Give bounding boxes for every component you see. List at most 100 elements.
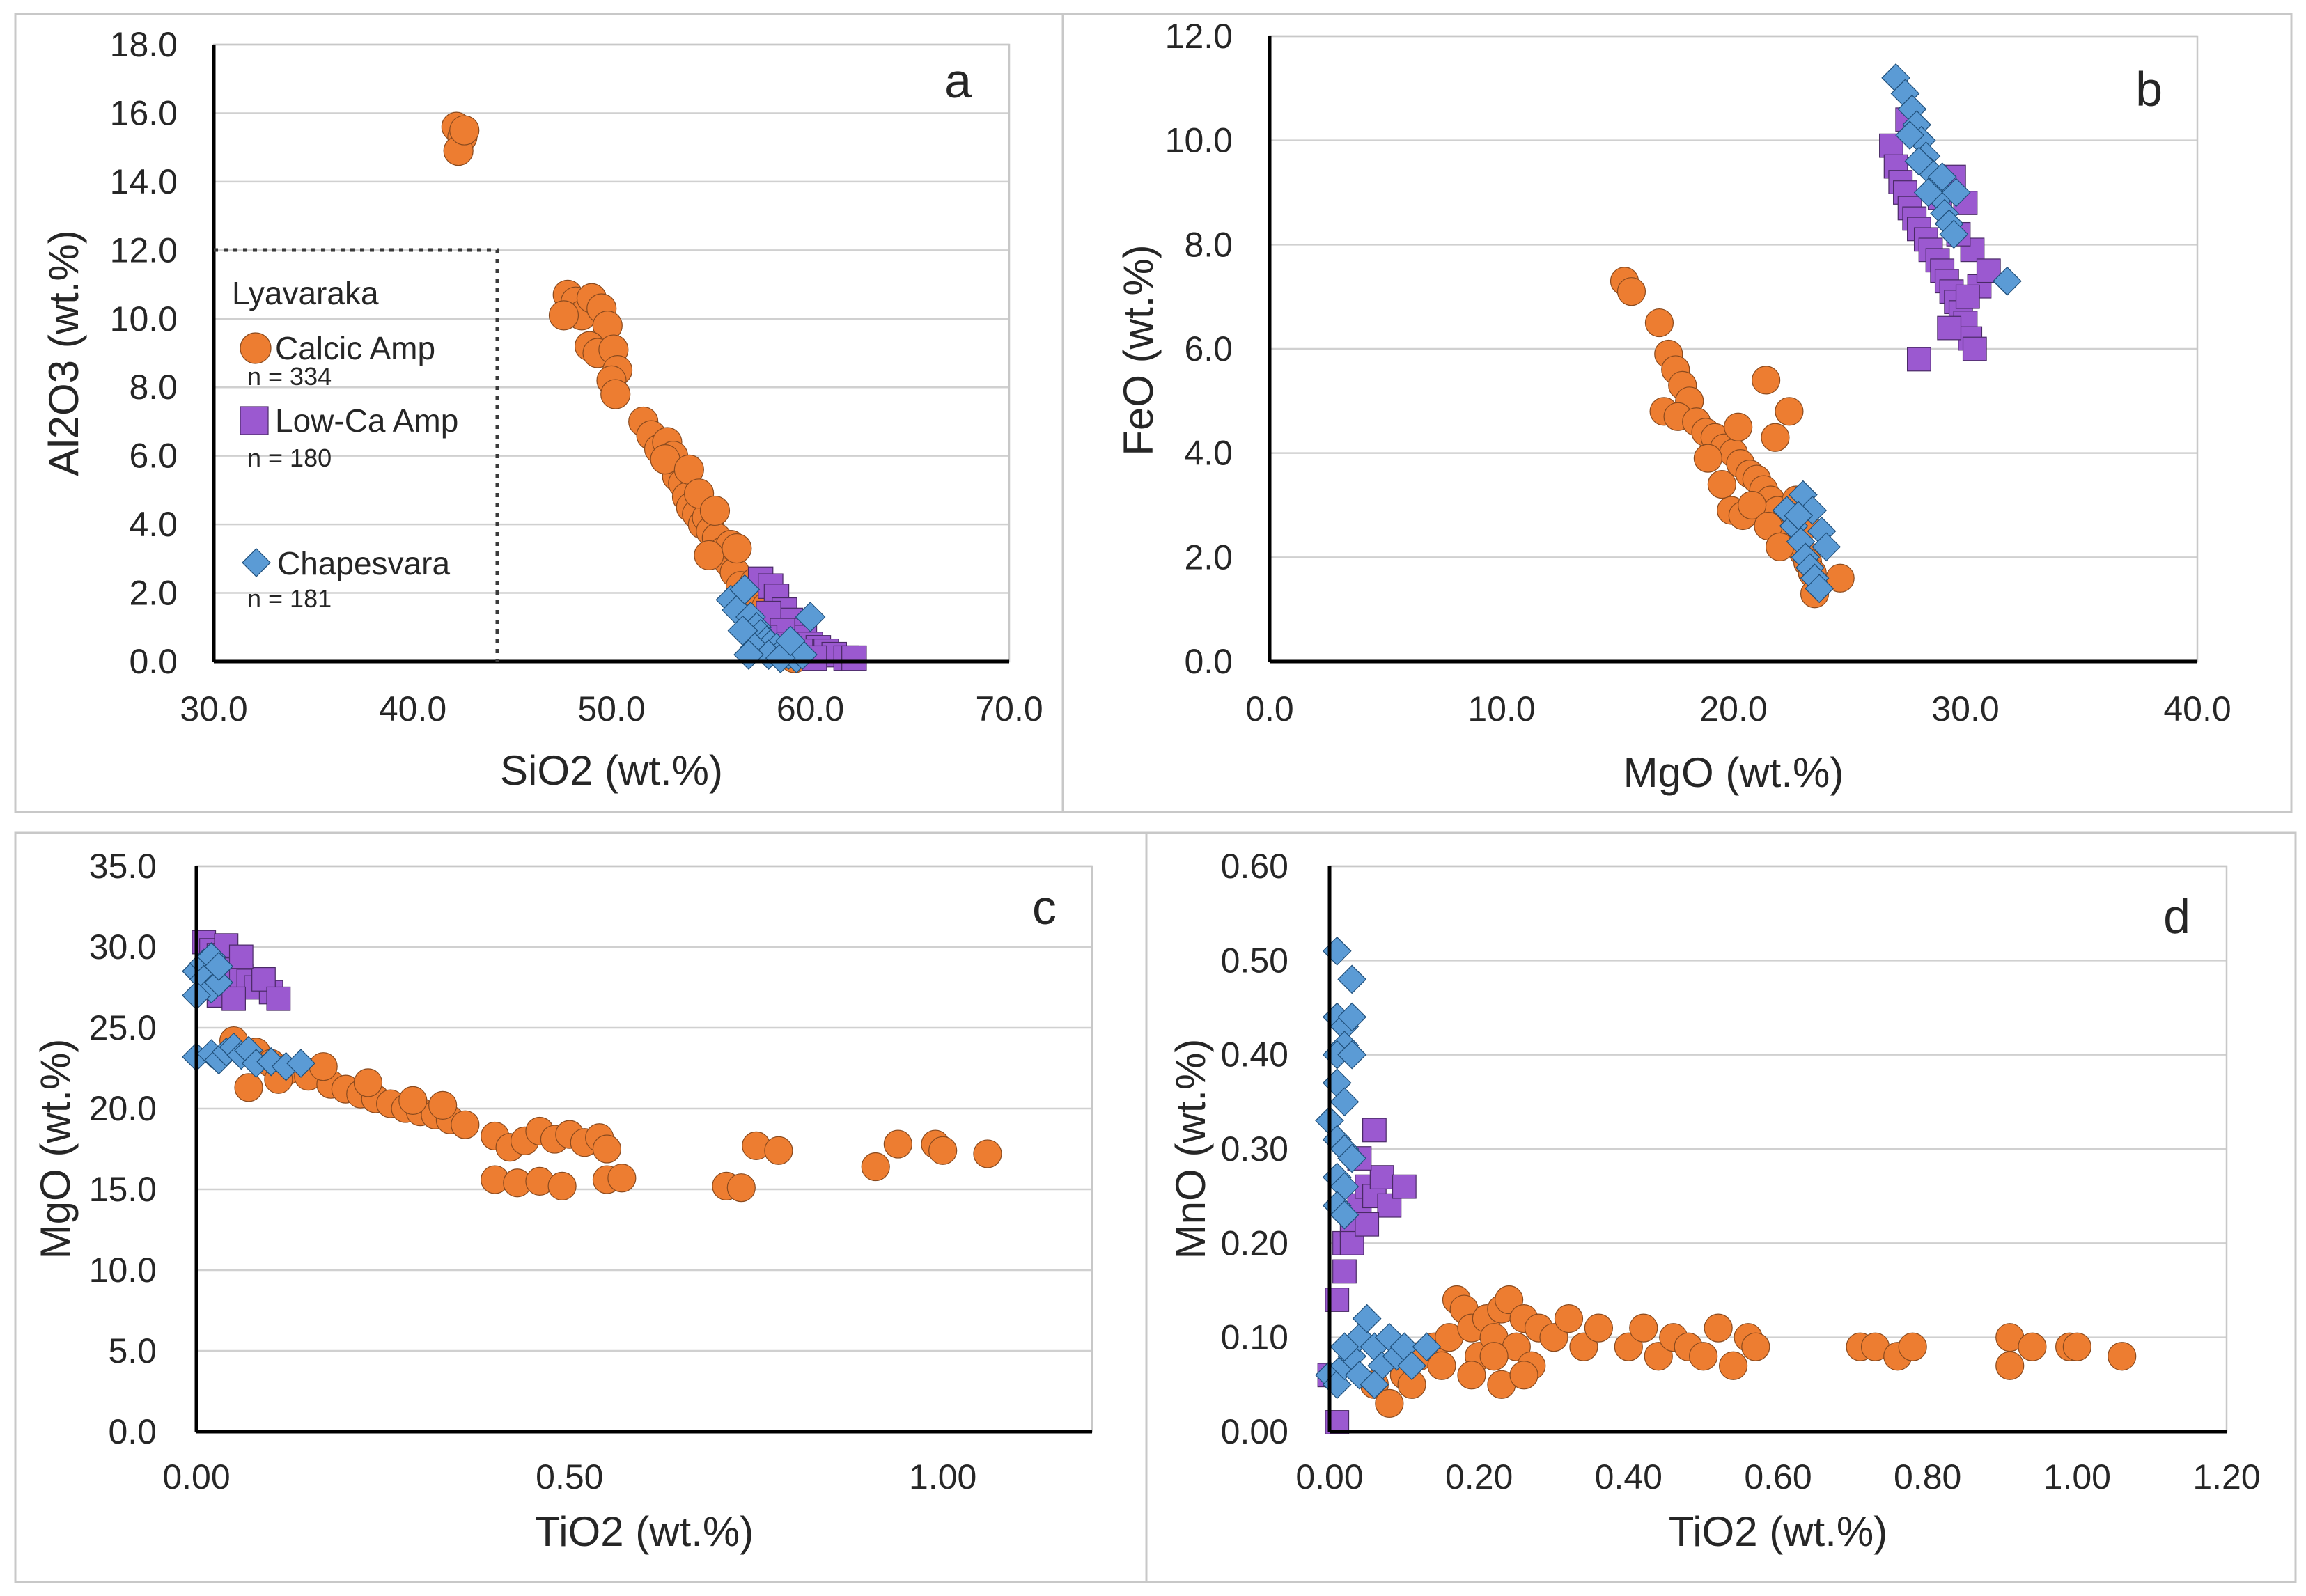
panel-b-calcic-amp-point	[1775, 397, 1804, 426]
panel-a-x-title: SiO2 (wt.%)	[500, 747, 723, 794]
panel-d-chapesvara-point	[1412, 1332, 1442, 1362]
panel-c-calcic-amp-point	[398, 1086, 428, 1116]
panel-d-chapesvara-point	[1397, 1351, 1426, 1381]
panel-b-calcic-amp-point	[1693, 444, 1722, 473]
panel-a-chapesvara-point	[795, 602, 826, 632]
panel-a-y-tick-label: 0.0	[129, 642, 178, 681]
panel-b-y-tick-label: 8.0	[1184, 225, 1233, 264]
legend-chapesvara-marker	[242, 548, 271, 577]
panel-d-calcic-amp-point	[1741, 1332, 1770, 1361]
panel-b-chapesvara-point	[1895, 120, 1924, 150]
panel-a-chapesvara-point	[729, 574, 761, 605]
panel-d-calcic-amp-point	[1584, 1313, 1613, 1343]
panel-a-data	[441, 111, 867, 673]
panel-d-x-tick-label: 0.80	[1894, 1457, 1961, 1496]
panel-c-chapesvara-point	[256, 1047, 286, 1077]
panel-d-y-tick-label: 0.40	[1221, 1035, 1288, 1074]
panel-c-letter: c	[1032, 880, 1057, 934]
panel-b-calcic-amp-point	[1616, 277, 1646, 306]
panel-c-x-tick-label: 0.00	[162, 1457, 230, 1496]
panel-b-chapesvara-point	[1904, 146, 1934, 176]
panel-c-calcic-amp-point	[309, 1052, 338, 1081]
panel-c-series-chapesvara	[182, 942, 315, 1081]
legend-calcic-marker	[240, 332, 272, 364]
panel-b-chapesvara-point	[1913, 178, 1943, 208]
panel-a-calcic-amp-point	[600, 379, 631, 409]
panel-d-low-ca-amp-point	[1362, 1118, 1387, 1143]
legend-lowca-n: n = 180	[247, 444, 332, 472]
panel-d-y-tick-label: 0.00	[1221, 1412, 1288, 1451]
panel-c-chapesvara-point	[286, 1049, 315, 1078]
panel-d-y-tick-label: 0.50	[1221, 941, 1288, 980]
panel-d-series-calcic-amp	[1360, 1285, 2137, 1418]
legend-calcic-n: n = 334	[247, 362, 332, 391]
panel-b: 0.0 2.0 4.0 6.0 8.0 10.0 12.0 0.0 10.0 20.0 30.0 40…	[1115, 17, 2231, 796]
panel-d-chapesvara-point	[1330, 1332, 1360, 1362]
panel-d-calcic-amp-point	[1719, 1351, 1748, 1380]
panel-a-x-tick-label: 30.0	[180, 689, 247, 728]
panel-d-low-ca-amp-point	[1369, 1165, 1394, 1190]
panel-d-x-title: TiO2 (wt.%)	[1669, 1508, 1887, 1555]
panel-a-calcic-amp-point	[699, 495, 731, 526]
panel-b-series-chapesvara	[1772, 63, 2022, 604]
panel-c-calcic-amp-point	[726, 1173, 756, 1203]
panel-c-ticks: 0.0 5.0 10.0 15.0 20.0 25.0 30.0 35.0 0.00 0.50 1.…	[89, 847, 977, 1496]
panel-b-y-tick-label: 0.0	[1184, 642, 1233, 681]
legend-chapesvara-n: n = 181	[247, 584, 332, 613]
panel-a-frame	[14, 13, 1064, 813]
legend-calcic-label: Calcic Amp	[275, 330, 435, 366]
legend-lowca-label: Low-Ca Amp	[275, 402, 458, 439]
panel-b-chapesvara-point	[1784, 501, 1814, 531]
panel-d-y-tick-label: 0.60	[1221, 847, 1288, 886]
legend: Lyavaraka Calcic Amp n = 334 Low-Ca Amp …	[232, 275, 458, 613]
panel-c-x-tick-label: 0.50	[536, 1457, 603, 1496]
panel-a-y-tick-label: 6.0	[129, 437, 178, 476]
panel-a-y-tick-label: 16.0	[110, 93, 178, 132]
panel-a-series-chapesvara	[715, 574, 826, 673]
panel-b-x-tick-label: 10.0	[1467, 689, 1535, 728]
panel-d-y-title: MnO (wt.%)	[1167, 1039, 1214, 1260]
panel-d-chapesvara-point	[1337, 1002, 1367, 1032]
panel-a-ticks: 0.0 2.0 4.0 6.0 8.0 10.0 12.0 14.0 16.0 18.0 30.0 4…	[110, 25, 1043, 728]
panel-c-y-tick-label: 20.0	[89, 1089, 157, 1128]
panel-c-low-ca-amp-point	[228, 944, 254, 969]
panel-c-low-ca-amp-point	[266, 986, 291, 1011]
panel-b-calcic-amp-point	[1707, 469, 1736, 499]
panel-b-low-ca-amp-point	[1937, 315, 1962, 341]
panel-b-chapesvara-point	[1812, 532, 1841, 562]
panel-d-y-tick-label: 0.30	[1221, 1129, 1288, 1168]
panel-b-calcic-amp-point	[1738, 490, 1767, 520]
panel-d-chapesvara-point	[1360, 1370, 1389, 1400]
panel-d-calcic-amp-point	[1375, 1388, 1404, 1418]
panel-b-calcic-amp-point	[1761, 423, 1790, 452]
panel-d-calcic-amp-point	[1457, 1361, 1486, 1390]
panel-c-x-tick-label: 1.00	[909, 1457, 976, 1496]
panel-b-calcic-amp-point	[1752, 366, 1781, 395]
panel-b-y-tick-label: 10.0	[1165, 121, 1233, 160]
panel-a-y-tick-label: 10.0	[110, 299, 178, 338]
panel-b-data	[1610, 63, 2022, 609]
panel-d-calcic-amp-point	[1689, 1342, 1718, 1371]
panel-c-data	[182, 930, 1002, 1203]
panel-a-chapesvara-point	[775, 625, 806, 657]
panel-c-x-title: TiO2 (wt.%)	[535, 1508, 754, 1555]
panel-d-calcic-amp-point	[1898, 1332, 1927, 1361]
panel-c-y-tick-label: 25.0	[89, 1008, 157, 1047]
panel-d-ticks: 0.00 0.10 0.20 0.30 0.40 0.50 0.60 0.00 0.20 0.40…	[1221, 847, 2261, 1496]
panel-b-chapesvara-point	[1927, 162, 1957, 191]
panel-a: 0.0 2.0 4.0 6.0 8.0 10.0 12.0 14.0 16.0 18.0 30.0 4…	[40, 25, 1043, 794]
panel-b-y-title: FeO (wt.%)	[1115, 244, 1162, 455]
panel-c-calcic-amp-point	[883, 1129, 912, 1159]
panel-b-ticks: 0.0 2.0 4.0 6.0 8.0 10.0 12.0 0.0 10.0 20.0 30.0 40…	[1165, 17, 2231, 728]
panel-d-letter: d	[2163, 889, 2190, 944]
panel-d-x-tick-label: 0.00	[1295, 1457, 1363, 1496]
panel-c-calcic-amp-point	[451, 1110, 480, 1139]
panel-d-y-tick-label: 0.20	[1221, 1223, 1288, 1262]
panel-c-y-tick-label: 35.0	[89, 847, 157, 886]
panel-d-series-chapesvara	[1315, 936, 1442, 1400]
panel-b-chapesvara-point	[1939, 219, 1969, 249]
panel-d-x-tick-label: 1.20	[2192, 1457, 2260, 1496]
panel-d-x-tick-label: 1.00	[2043, 1457, 2111, 1496]
panel-a-low-ca-amp-point	[841, 645, 867, 671]
panel-a-y-tick-label: 2.0	[129, 574, 178, 613]
